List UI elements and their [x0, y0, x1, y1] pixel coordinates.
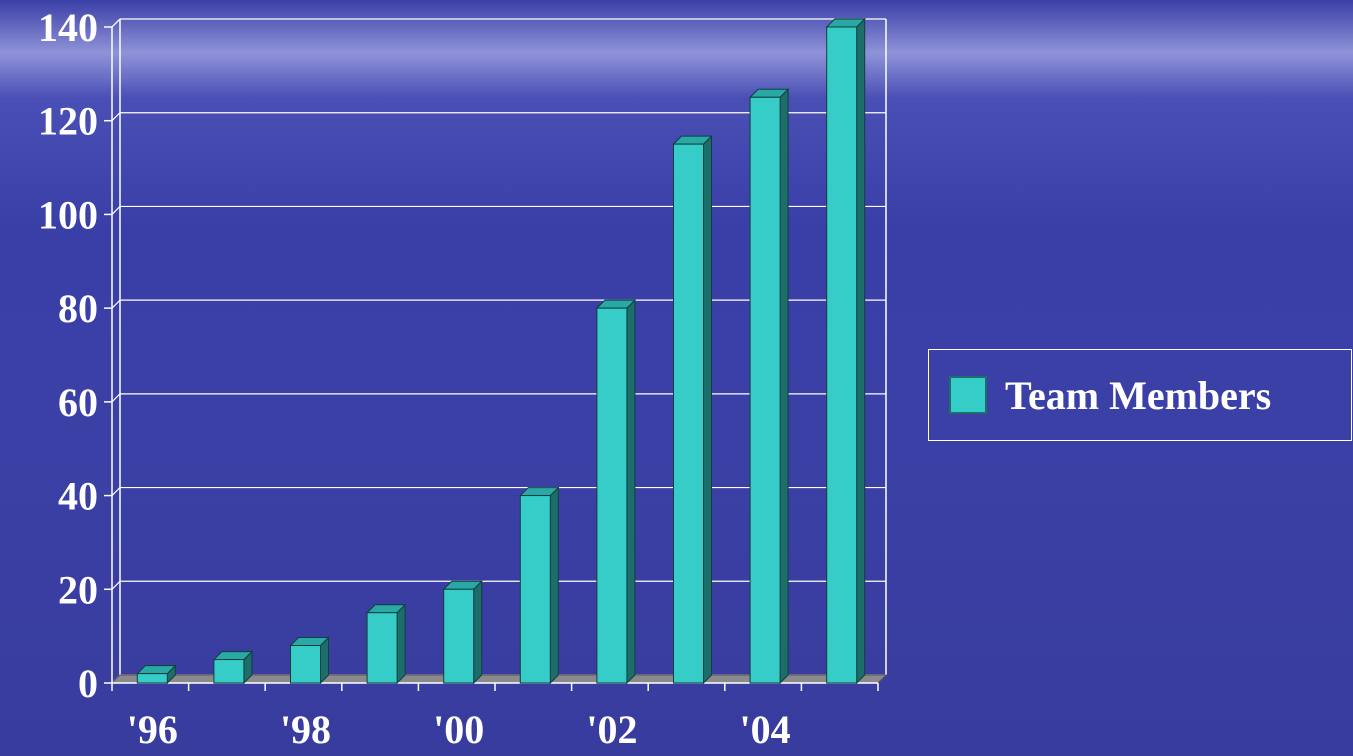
gridline-depth: [112, 581, 120, 589]
legend-swatch: [949, 376, 987, 414]
bar: [137, 674, 167, 683]
bar-side: [550, 488, 558, 683]
bar: [444, 589, 474, 683]
x-tick-label: '04: [740, 707, 791, 752]
gridline-depth: [112, 488, 120, 496]
bar: [750, 97, 780, 683]
y-tick-label: 80: [58, 286, 98, 331]
bar: [597, 308, 627, 683]
y-tick-label: 0: [78, 661, 98, 706]
y-tick-label: 40: [58, 474, 98, 519]
bar: [367, 613, 397, 683]
bar-side: [474, 581, 482, 683]
gridline-depth: [112, 394, 120, 402]
x-tick-label: '96: [127, 707, 178, 752]
y-tick-label: 20: [58, 567, 98, 612]
y-tick-label: 120: [38, 99, 98, 144]
bar: [291, 646, 321, 683]
y-tick-label: 100: [38, 192, 98, 237]
bar-side: [397, 605, 405, 683]
x-tick-label: '00: [433, 707, 484, 752]
gridline-depth: [112, 300, 120, 308]
chart-legend: Team Members: [928, 349, 1352, 441]
bar-side: [704, 136, 712, 683]
x-tick-label: '98: [280, 707, 331, 752]
bar: [827, 27, 857, 683]
y-tick-label: 140: [38, 5, 98, 50]
bar-side: [780, 89, 788, 683]
legend-label: Team Members: [1005, 372, 1271, 419]
bar-side: [857, 19, 865, 683]
bar: [214, 660, 244, 683]
bar: [520, 496, 550, 683]
y-tick-label: 60: [58, 380, 98, 425]
bar: [674, 144, 704, 683]
bar-side: [627, 300, 635, 683]
gridline-depth: [112, 206, 120, 214]
y-axis-top-depth: [112, 19, 120, 27]
gridline-depth: [112, 113, 120, 121]
x-tick-label: '02: [586, 707, 637, 752]
